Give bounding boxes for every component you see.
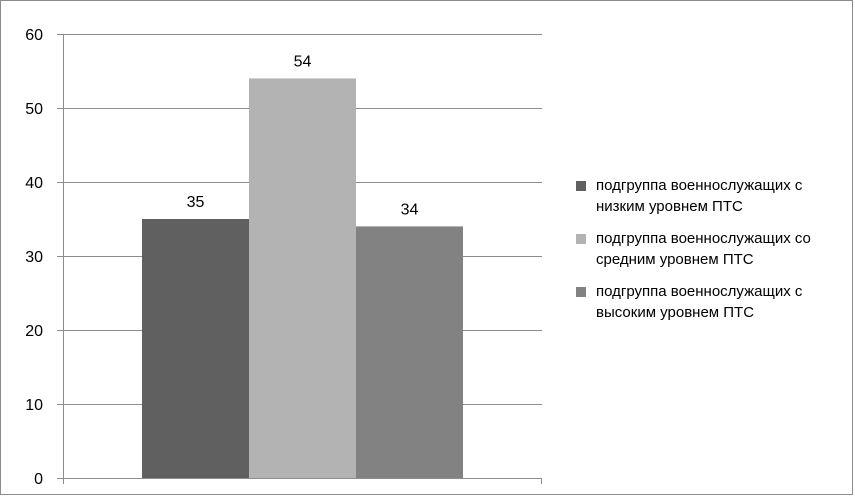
y-tick-label: 50 xyxy=(25,101,43,118)
bar-series-2 xyxy=(249,78,356,479)
legend-item-medium: подгруппа военнослужащих со средним уров… xyxy=(576,228,851,270)
y-tick-label: 0 xyxy=(34,471,43,488)
y-tick-label: 10 xyxy=(25,397,43,414)
data-label-series-3: 34 xyxy=(401,201,419,218)
legend-item-low: подгруппа военнослужащих с низким уровне… xyxy=(576,175,851,217)
y-tick-label: 20 xyxy=(25,323,43,340)
bar-series-1 xyxy=(142,219,249,478)
legend: подгруппа военнослужащих с низким уровне… xyxy=(576,175,851,334)
legend-label-medium: подгруппа военнослужащих со средним уров… xyxy=(596,230,811,268)
legend-label-low: подгруппа военнослужащих с низким уровне… xyxy=(596,177,803,215)
y-tick-label: 40 xyxy=(25,175,43,192)
y-tick-label: 60 xyxy=(25,27,43,44)
data-label-series-2: 54 xyxy=(294,53,312,70)
legend-swatch-high xyxy=(576,287,586,297)
legend-label-high: подгруппа военнослужащих с высоким уровн… xyxy=(596,283,803,321)
legend-item-high: подгруппа военнослужащих с высоким уровн… xyxy=(576,281,851,323)
data-label-series-1: 35 xyxy=(187,194,205,211)
y-tick-label: 30 xyxy=(25,249,43,266)
legend-swatch-medium xyxy=(576,234,586,244)
legend-swatch-low xyxy=(576,181,586,191)
bar-series-3 xyxy=(356,226,463,478)
